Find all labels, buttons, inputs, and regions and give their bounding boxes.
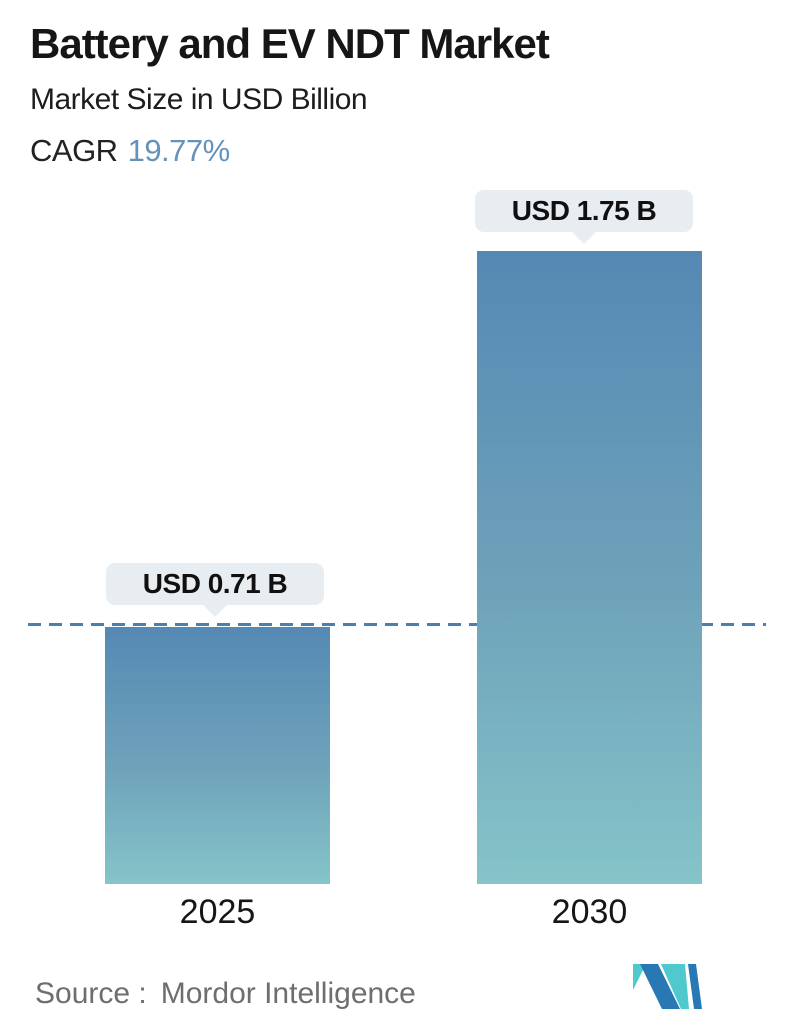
chart-subtitle: Market Size in USD Billion — [30, 83, 368, 116]
page-title: Battery and EV NDT Market — [30, 20, 550, 67]
cagr-label: CAGR — [30, 133, 118, 168]
source-attribution: Source : Mordor Intelligence — [35, 977, 416, 1011]
source-value: Mordor Intelligence — [160, 977, 416, 1010]
cagr-row: CAGR 19.77% — [30, 133, 230, 169]
logo-teal-triangle — [633, 964, 646, 990]
mordor-intelligence-logo — [633, 964, 702, 1009]
bar-2025[interactable] — [105, 627, 330, 884]
reference-dashed-line — [28, 623, 766, 626]
source-label: Source : — [35, 977, 147, 1010]
x-axis-label-2030: 2030 — [551, 893, 628, 931]
logo-blue-bar — [688, 964, 702, 1009]
logo-blue-diagonal — [640, 964, 680, 1009]
cagr-value: 19.77% — [127, 133, 231, 168]
bar-2030[interactable] — [477, 251, 702, 884]
x-axis-label-2025: 2025 — [179, 893, 256, 931]
value-callout-2030: USD 1.75 B — [475, 190, 693, 232]
logo-teal-parallelogram — [661, 964, 689, 1009]
value-callout-2025: USD 0.71 B — [106, 563, 324, 605]
